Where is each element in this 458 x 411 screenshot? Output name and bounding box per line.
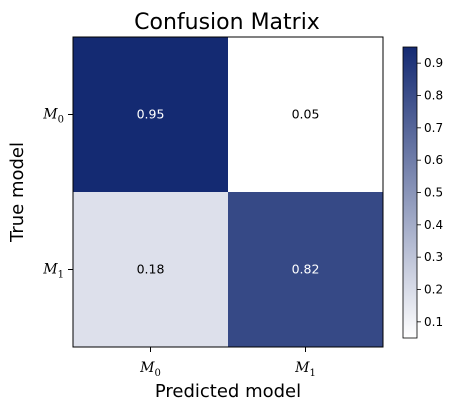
heatmap-cell (73, 37, 228, 192)
heatmap-cells: 0.95 0.05 0.18 0.82 (73, 37, 383, 347)
colorbar-tick-label: 0.9 (424, 56, 443, 70)
x-axis-ticks: M0 M1 (139, 347, 316, 379)
colorbar-tick-label: 0.5 (424, 186, 443, 200)
heatmap-cell (228, 192, 383, 347)
colorbar-tick-label: 0.1 (424, 315, 443, 329)
x-tick-subscript: 1 (309, 368, 315, 379)
x-tick-label: M1 (294, 360, 316, 379)
heatmap-cell (73, 192, 228, 347)
chart-title: Confusion Matrix (134, 10, 320, 35)
colorbar-tick-label: 0.7 (424, 121, 443, 135)
cell-value-label: 0.05 (292, 107, 320, 122)
heatmap-cell (228, 37, 383, 192)
y-tick-subscript: 1 (58, 270, 64, 281)
cell-value-label: 0.82 (292, 262, 320, 277)
colorbar-tick-label: 0.2 (424, 283, 443, 297)
colorbar-ticks: 0.1 0.2 0.3 0.4 0.5 0.6 0.7 0.8 0.9 (417, 56, 443, 329)
cell-value-label: 0.18 (137, 262, 165, 277)
colorbar-tick-label: 0.3 (424, 250, 443, 264)
plot-frame (72, 36, 384, 348)
colorbar-tick-label: 0.8 (424, 89, 443, 103)
y-axis-ticks: M0 M1 (42, 107, 73, 281)
x-tick-label: M0 (139, 360, 161, 379)
colorbar-tick-label: 0.4 (424, 218, 443, 232)
x-tick-subscript: 0 (154, 368, 160, 379)
y-tick-label: M1 (42, 262, 64, 281)
y-tick-label: M0 (42, 107, 64, 126)
colorbar-tick-label: 0.6 (424, 153, 443, 167)
cell-value-label: 0.95 (137, 107, 165, 122)
y-axis-label: True model (7, 142, 28, 243)
y-tick-subscript: 0 (58, 115, 64, 126)
colorbar (402, 46, 418, 339)
x-axis-label: Predicted model (155, 381, 301, 402)
